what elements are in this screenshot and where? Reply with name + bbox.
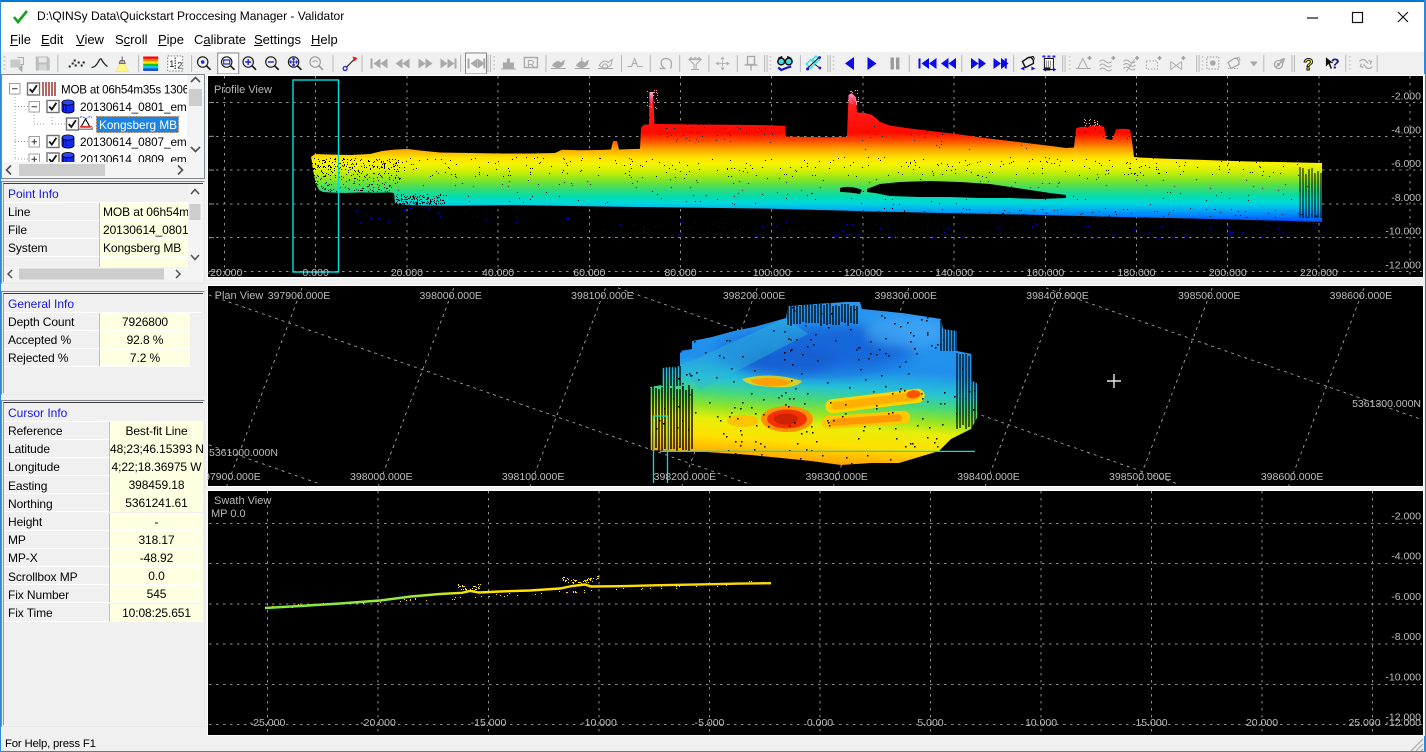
svg-text:-8.000: -8.000	[1391, 631, 1421, 643]
svg-text:Plan View: Plan View	[215, 290, 264, 302]
svg-text:-20.000: -20.000	[207, 267, 242, 278]
svg-text:398200.000E: 398200.000E	[723, 290, 785, 302]
svg-text:-15.000: -15.000	[471, 717, 507, 729]
svg-text:-12.000: -12.000	[1385, 712, 1421, 724]
svg-text:-10.000: -10.000	[1385, 671, 1421, 683]
svg-text:-12.000: -12.000	[1385, 260, 1421, 272]
svg-text:-12.000: -12.000	[1385, 717, 1421, 729]
svg-text:120.000: 120.000	[844, 267, 882, 278]
svg-text:Profile View: Profile View	[214, 84, 272, 96]
svg-text:MOB at 06h54m35s 1306: MOB at 06h54m35s 1306	[61, 84, 188, 97]
svg-text:40.000: 40.000	[482, 267, 514, 278]
svg-text:398000.000E: 398000.000E	[419, 290, 481, 302]
svg-text:60.000: 60.000	[573, 267, 605, 278]
svg-text:25.000: 25.000	[1348, 717, 1380, 729]
svg-text:?: ?	[1331, 56, 1340, 73]
svg-text:20.000: 20.000	[391, 267, 423, 278]
svg-text:-5.000: -5.000	[695, 717, 725, 729]
svg-text:-6.000: -6.000	[1391, 158, 1421, 170]
svg-text:140.000: 140.000	[935, 267, 973, 278]
svg-text:398100.000E: 398100.000E	[502, 471, 564, 483]
svg-text:397900.000E: 397900.000E	[207, 471, 261, 483]
svg-text:-4.000: -4.000	[1391, 551, 1421, 563]
svg-text:Kongsberg MB: Kongsberg MB	[99, 118, 177, 132]
svg-text:398500.000E: 398500.000E	[1178, 290, 1240, 302]
svg-text:398000.000E: 398000.000E	[350, 471, 412, 483]
svg-text:-8.000: -8.000	[1391, 192, 1421, 204]
svg-text:100.000: 100.000	[753, 267, 791, 278]
svg-text:-4.000: -4.000	[1391, 124, 1421, 136]
svg-text:20130614_0807_em2​0: 20130614_0807_em2​0	[80, 135, 188, 149]
svg-text:-2.000: -2.000	[1391, 91, 1421, 103]
svg-text:?: ?	[1303, 55, 1313, 74]
svg-text:1: 1	[169, 59, 174, 69]
svg-text:0.000: 0.000	[807, 717, 833, 729]
svg-text:398600.000E: 398600.000E	[1261, 471, 1323, 483]
svg-text:-6.000: -6.000	[1391, 591, 1421, 603]
svg-text:-20.000: -20.000	[360, 717, 396, 729]
svg-text:2: 2	[177, 61, 182, 71]
svg-text:20130614_0801_em2​0: 20130614_0801_em2​0	[80, 100, 188, 114]
svg-text:397900.000E: 397900.000E	[268, 290, 330, 302]
svg-text:15.000: 15.000	[1135, 717, 1167, 729]
svg-text:160.000: 160.000	[1026, 267, 1064, 278]
svg-text:5361300.000N: 5361300.000N	[1352, 398, 1421, 410]
svg-text:398400.000E: 398400.000E	[957, 471, 1019, 483]
svg-text:20130614_0809_em2​0: 20130614_0809_em2​0	[80, 153, 188, 164]
svg-text:398200.000E: 398200.000E	[654, 471, 716, 483]
svg-text:Swath View: Swath View	[214, 495, 271, 507]
svg-text:MP 0.0: MP 0.0	[211, 508, 246, 520]
svg-text:398500.000E: 398500.000E	[1109, 471, 1171, 483]
svg-text:-2.000: -2.000	[1391, 511, 1421, 523]
svg-text:200.000: 200.000	[1209, 267, 1247, 278]
svg-text:-25.000: -25.000	[250, 717, 286, 729]
svg-text:398400.000E: 398400.000E	[1026, 290, 1088, 302]
svg-text:80.000: 80.000	[664, 267, 696, 278]
svg-text:5361000.000N: 5361000.000N	[209, 447, 278, 459]
svg-text:5.000: 5.000	[917, 717, 943, 729]
svg-text:20.000: 20.000	[1246, 717, 1278, 729]
svg-text:398600.000E: 398600.000E	[1330, 290, 1392, 302]
svg-text:398300.000E: 398300.000E	[805, 471, 867, 483]
svg-text:398100.000E: 398100.000E	[571, 290, 633, 302]
svg-text:220.000: 220.000	[1300, 267, 1338, 278]
svg-text:-10.000: -10.000	[581, 717, 617, 729]
svg-text:180.000: 180.000	[1118, 267, 1156, 278]
svg-text:10.000: 10.000	[1025, 717, 1057, 729]
svg-text:0.000: 0.000	[303, 267, 329, 278]
svg-text:398300.000E: 398300.000E	[875, 290, 937, 302]
svg-text:-10.000: -10.000	[1385, 226, 1421, 238]
